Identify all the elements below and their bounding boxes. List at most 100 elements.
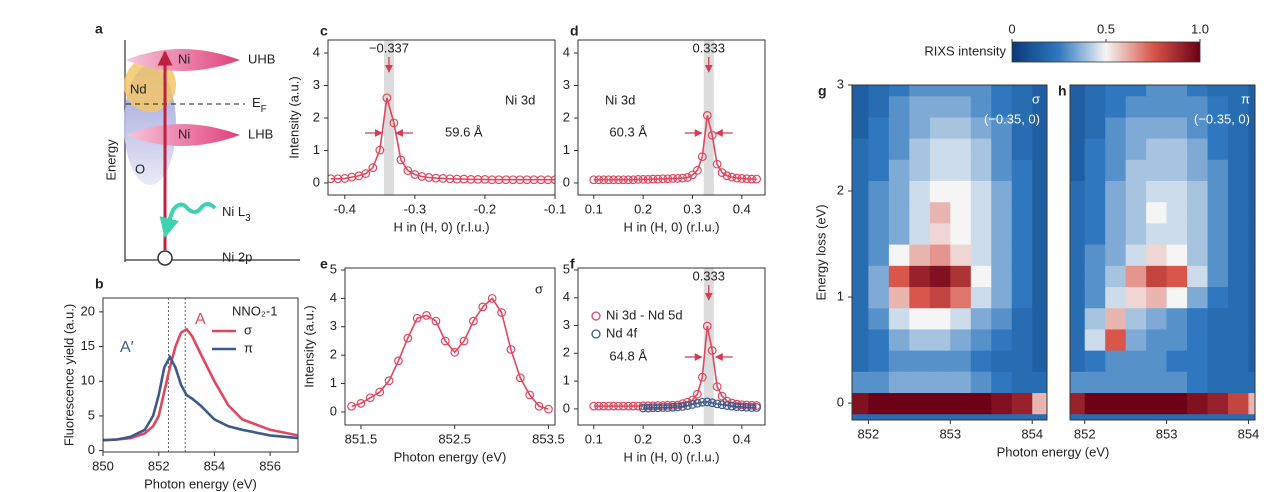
- heat-cell: [1248, 307, 1255, 330]
- data-point: [663, 174, 673, 184]
- panel-label: f: [570, 256, 575, 272]
- heat-cell: [1248, 371, 1255, 394]
- heat-cell: [970, 350, 992, 372]
- y-tick-label: 4: [563, 44, 570, 59]
- heat-cell: [1105, 138, 1127, 160]
- heat-cell: [1011, 180, 1033, 203]
- y-tick-label: 0: [88, 442, 95, 457]
- heat-cell: [991, 159, 1013, 182]
- y-tick-label: 0: [563, 174, 570, 189]
- heat-cell: [1248, 222, 1255, 245]
- data-point: [742, 402, 752, 412]
- data-point: [752, 403, 762, 412]
- heat-cell: [929, 116, 951, 139]
- heat-cell: [868, 307, 890, 330]
- x-tick-label: 0.4: [733, 431, 751, 446]
- heat-cell: [1146, 159, 1168, 182]
- data-point: [727, 401, 737, 411]
- heat-cell: [852, 85, 869, 97]
- heat-cell: [852, 222, 869, 245]
- panel-a: a Energy Ni UHB Nd EF Ni LHB O Ni L3 Ni …: [95, 21, 300, 266]
- heat-cell: [1166, 222, 1188, 245]
- series-line: [103, 354, 298, 442]
- heat-cell: [1227, 201, 1250, 224]
- heat-cell: [1146, 116, 1168, 139]
- data-point: [737, 400, 747, 410]
- colorbar: [1011, 41, 1201, 63]
- peak-band: [703, 40, 714, 195]
- y-tick-label: 0: [563, 400, 570, 415]
- heat-cell: [950, 85, 972, 97]
- heat-cell: [929, 328, 951, 351]
- data-point: [356, 399, 366, 408]
- data-point: [737, 402, 747, 412]
- core-level: [157, 250, 173, 266]
- heat-cell: [1146, 180, 1168, 203]
- data-point: [440, 336, 450, 346]
- heat-cell: [929, 180, 951, 203]
- heat-cell: [888, 413, 910, 420]
- x-tick-label: 851.5: [345, 431, 378, 446]
- axis-label: Energy: [103, 139, 118, 181]
- heat-cell: [1032, 371, 1047, 394]
- annotation: σ: [1032, 91, 1040, 106]
- heat-cell: [970, 222, 992, 245]
- data-point: [732, 399, 742, 409]
- heat-cell: [1105, 392, 1127, 415]
- heat-cell: [1227, 222, 1250, 245]
- heat-cell: [970, 392, 992, 415]
- heat-cell: [950, 413, 972, 420]
- data-point: [515, 373, 525, 383]
- heat-cell: [868, 392, 890, 415]
- data-point: [693, 389, 702, 399]
- heat-cell: [1070, 413, 1086, 420]
- annotation: (−0.35, 0): [1194, 111, 1250, 126]
- heat-cell: [1084, 138, 1106, 160]
- heat-cell: [1084, 265, 1106, 288]
- heat-cell: [868, 413, 890, 420]
- heat-cell: [1187, 371, 1209, 394]
- heat-cell: [1125, 265, 1147, 288]
- heat-cell: [1227, 371, 1250, 394]
- annotation: 59.6 Å: [445, 124, 483, 139]
- data-point: [688, 400, 697, 409]
- panel-label: a: [95, 21, 103, 37]
- heat-cell: [1105, 371, 1127, 394]
- heat-cell: [1011, 328, 1033, 351]
- x-tick-label: 852.5: [438, 431, 471, 446]
- heat-cell: [1084, 350, 1106, 372]
- heat-cell: [888, 328, 910, 351]
- y-tick-label: 1: [837, 288, 844, 303]
- heat-cell: [909, 392, 931, 415]
- heat-cell: [909, 116, 931, 139]
- heat-cell: [1146, 201, 1168, 224]
- x-tick-label: 0.2: [634, 431, 652, 446]
- data-point: [403, 166, 413, 176]
- heat-cell: [1011, 307, 1033, 330]
- heat-cell: [970, 413, 992, 420]
- heat-cell: [1166, 138, 1188, 160]
- x-tick-label: 852: [148, 458, 170, 473]
- heat-cell: [1146, 95, 1168, 118]
- heat-cell: [1105, 85, 1127, 97]
- heat-cell: [1105, 244, 1127, 266]
- heat-cell: [1166, 116, 1188, 139]
- peak-band: [383, 40, 394, 195]
- heat-cell: [991, 116, 1013, 139]
- y-axis-label: Energy loss (eV): [813, 204, 828, 300]
- heat-cell: [1032, 286, 1047, 309]
- heat-cell: [1187, 201, 1209, 224]
- heat-cell: [1070, 286, 1086, 309]
- heat-cell: [1187, 328, 1209, 351]
- heat-cell: [1011, 244, 1033, 266]
- heat-cell: [1207, 180, 1229, 203]
- x-tick-label: 852: [858, 426, 880, 441]
- panel-label: e: [320, 256, 328, 272]
- heat-cell: [950, 286, 972, 309]
- x-tick-label: 850: [92, 458, 114, 473]
- heat-cell: [909, 95, 931, 118]
- data-point: [678, 401, 688, 411]
- heat-cell: [1105, 328, 1127, 351]
- data-point: [623, 175, 633, 185]
- data-point: [653, 403, 663, 413]
